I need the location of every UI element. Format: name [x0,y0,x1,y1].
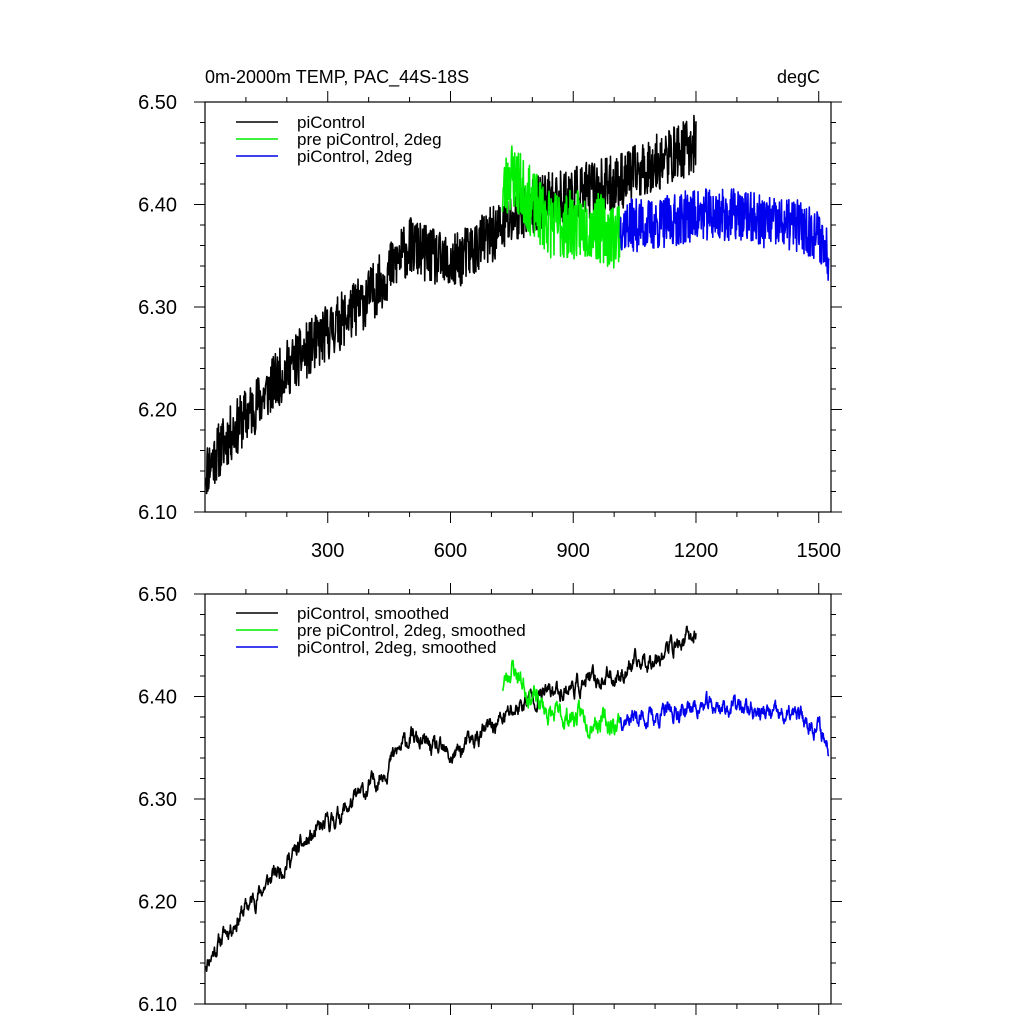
legend-label: pre piControl, 2deg [297,130,442,149]
y-tick-label: 6.10 [138,994,177,1016]
series-line-1 [501,145,622,269]
series-line-1 [501,659,622,740]
series-line-0 [205,114,697,495]
series-layer [205,114,830,495]
legend-label: piControl [297,113,365,132]
legend-label: pre piControl, 2deg, smoothed [297,621,526,640]
legend-label: piControl, 2deg [297,147,412,166]
y-tick-label: 6.40 [138,195,177,217]
y-tick-label: 6.30 [138,297,177,319]
axes: 6.10 6.20 6.30 6.40 6.50 [138,583,842,1016]
legend-label: piControl, 2deg, smoothed [297,638,496,657]
y-tick-label: 6.20 [138,400,177,422]
chart-units: degC [777,67,820,87]
series-line-2 [619,188,830,281]
axes: 300 600 900 1200 1500 6.10 6.20 6.30 6.40 6.50 [138,91,842,562]
x-tick-label: 1200 [674,540,719,562]
y-tick-label: 6.50 [138,92,177,114]
y-tick-label: 6.30 [138,789,177,811]
y-tick-label: 6.20 [138,892,177,914]
series-layer [205,625,830,972]
x-tick-label: 300 [311,540,344,562]
x-tick-label: 600 [434,540,467,562]
panel-bottom: 6.10 6.20 6.30 6.40 6.50 piControl, smoothed… [138,583,842,1016]
series-line-0 [205,625,697,972]
chart-title: 0m-2000m TEMP, PAC_44S-18S [205,67,469,88]
legend-label: piControl, smoothed [297,604,449,623]
y-tick-label: 6.50 [138,584,177,606]
y-tick-label: 6.40 [138,687,177,709]
x-tick-label: 900 [557,540,590,562]
series-line-2 [619,690,830,757]
panel-top: 0m-2000m TEMP, PAC_44S-18S degC 300 600 90… [138,67,842,562]
x-tick-label: 1500 [796,540,841,562]
y-tick-label: 6.10 [138,502,177,524]
